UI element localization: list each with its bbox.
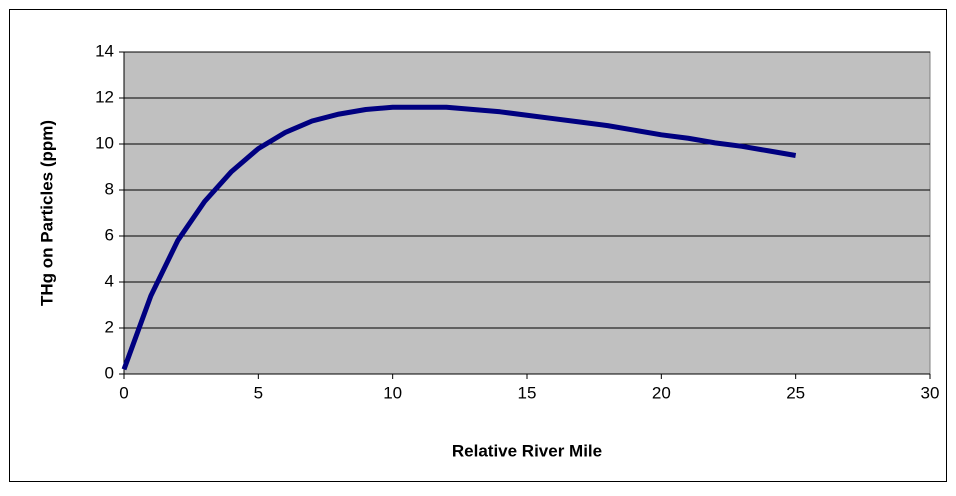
x-axis-title: Relative River Mile	[452, 441, 602, 460]
y-tick-label: 2	[105, 317, 114, 336]
y-tick-label: 14	[95, 41, 114, 60]
x-tick-label: 25	[786, 383, 805, 402]
x-tick-label: 30	[921, 383, 940, 402]
x-tick-label: 0	[119, 383, 128, 402]
x-tick-label: 5	[254, 383, 263, 402]
y-tick-label: 0	[105, 363, 114, 382]
x-tick-label: 15	[518, 383, 537, 402]
y-tick-label: 10	[95, 133, 114, 152]
plot-area	[123, 51, 931, 375]
y-axis-title: THg on Particles (ppm)	[37, 120, 56, 306]
y-tick-label: 8	[105, 179, 114, 198]
y-tick-label: 12	[95, 87, 114, 106]
y-tick-label: 6	[105, 225, 114, 244]
data-line	[121, 104, 797, 371]
x-tick-label: 20	[652, 383, 671, 402]
y-tick-label: 4	[105, 271, 114, 290]
x-tick-label: 10	[383, 383, 402, 402]
